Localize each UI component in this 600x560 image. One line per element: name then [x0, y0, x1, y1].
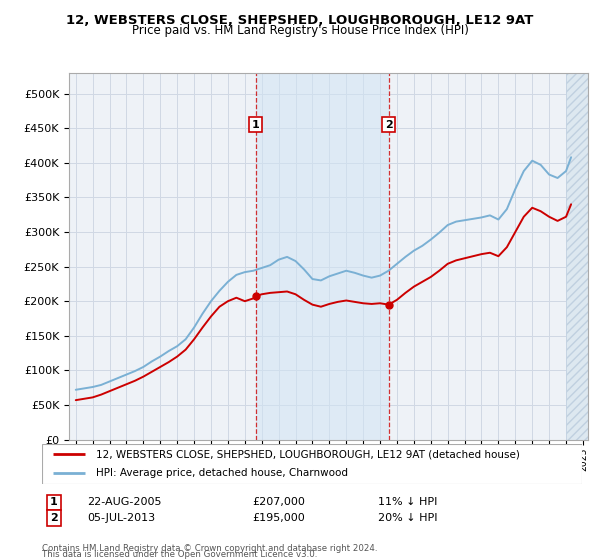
Text: 1: 1 [50, 497, 58, 507]
Text: Contains HM Land Registry data © Crown copyright and database right 2024.: Contains HM Land Registry data © Crown c… [42, 544, 377, 553]
Text: HPI: Average price, detached house, Charnwood: HPI: Average price, detached house, Char… [96, 468, 348, 478]
Text: £195,000: £195,000 [252, 513, 305, 523]
Text: Price paid vs. HM Land Registry's House Price Index (HPI): Price paid vs. HM Land Registry's House … [131, 24, 469, 37]
Text: This data is licensed under the Open Government Licence v3.0.: This data is licensed under the Open Gov… [42, 550, 317, 559]
Text: 1: 1 [252, 120, 260, 130]
Text: 20% ↓ HPI: 20% ↓ HPI [378, 513, 437, 523]
Text: £207,000: £207,000 [252, 497, 305, 507]
Text: 05-JUL-2013: 05-JUL-2013 [87, 513, 155, 523]
Text: 22-AUG-2005: 22-AUG-2005 [87, 497, 161, 507]
Bar [256, 73, 389, 440]
Text: 11% ↓ HPI: 11% ↓ HPI [378, 497, 437, 507]
Text: 2: 2 [385, 120, 392, 130]
Bar [566, 73, 588, 440]
Text: 12, WEBSTERS CLOSE, SHEPSHED, LOUGHBOROUGH, LE12 9AT (detached house): 12, WEBSTERS CLOSE, SHEPSHED, LOUGHBOROU… [96, 449, 520, 459]
Text: 12, WEBSTERS CLOSE, SHEPSHED, LOUGHBOROUGH, LE12 9AT: 12, WEBSTERS CLOSE, SHEPSHED, LOUGHBOROU… [67, 14, 533, 27]
Text: 2: 2 [50, 513, 58, 523]
